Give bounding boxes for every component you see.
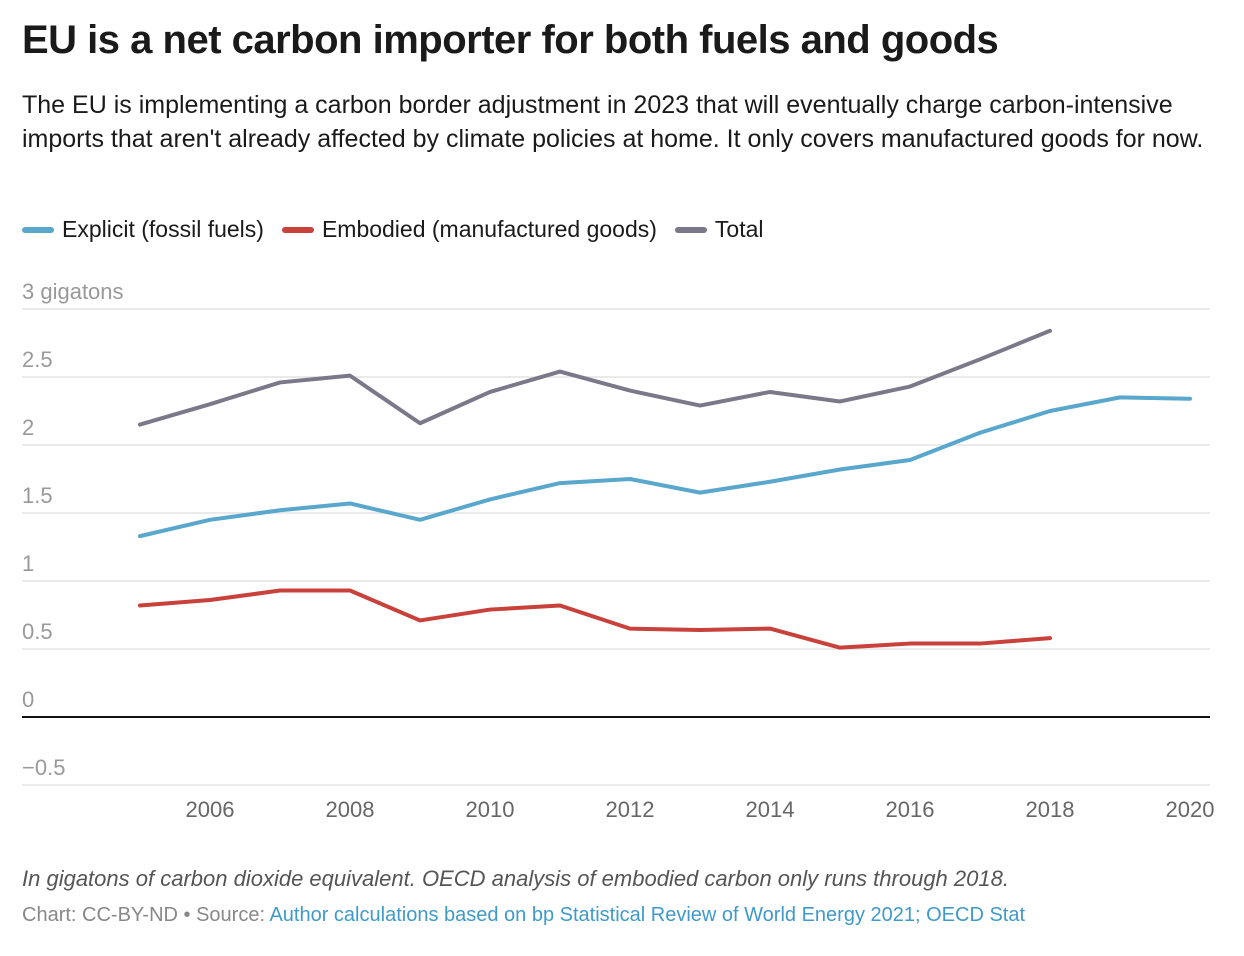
- legend-label: Total: [714, 216, 764, 242]
- series-line-1: [138, 588, 1052, 650]
- legend-swatch: [281, 226, 314, 233]
- y-tick-label: 1: [22, 551, 34, 576]
- chart-note: In gigatons of carbon dioxide equivalent…: [22, 866, 1009, 891]
- x-tick-label: 2020: [1166, 797, 1215, 822]
- x-tick-label: 2008: [326, 797, 375, 822]
- y-tick-label: 0: [22, 687, 34, 712]
- legend-swatch: [22, 226, 54, 233]
- legend-item-total: Total: [674, 216, 764, 243]
- legend-label: Embodied (manufactured goods): [321, 216, 657, 242]
- chart-subtitle: The EU is implementing a carbon border a…: [22, 91, 1204, 153]
- series-line-0: [138, 395, 1192, 539]
- y-tick-label: 1.5: [22, 483, 53, 508]
- legend-item-explicit: Explicit (fossil fuels): [22, 216, 264, 243]
- y-tick-label: 3 gigatons: [22, 279, 124, 304]
- credit-text: Chart: CC-BY-ND • Source:: [22, 904, 270, 926]
- y-tick-label: 0.5: [22, 619, 53, 644]
- y-tick-label: −0.5: [22, 755, 65, 780]
- legend-item-embodied: Embodied (manufactured goods): [281, 216, 657, 243]
- x-tick-label: 2012: [606, 797, 655, 822]
- x-tick-label: 2018: [1026, 797, 1075, 822]
- legend: Explicit (fossil fuels) Embodied (manufa…: [22, 216, 764, 243]
- y-tick-label: 2: [22, 415, 34, 440]
- x-tick-label: 2006: [186, 797, 235, 822]
- legend-label: Explicit (fossil fuels): [62, 216, 264, 242]
- series-line-2: [138, 328, 1052, 427]
- legend-swatch: [674, 226, 707, 233]
- line-chart: −0.5 0 0.5 1 1.5 2 2.5 3 gigatons 2006 2008 2010 20…: [22, 279, 1215, 822]
- y-tick-label: 2.5: [22, 347, 53, 372]
- chart-source: Chart: CC-BY-ND • Source: Author calcula…: [22, 904, 1025, 927]
- x-tick-label: 2014: [746, 797, 795, 822]
- chart-title: EU is a net carbon importer for both fue…: [22, 18, 999, 62]
- source-link[interactable]: Author calculations based on bp Statisti…: [269, 904, 1026, 926]
- x-tick-label: 2010: [466, 797, 515, 822]
- x-tick-label: 2016: [886, 797, 935, 822]
